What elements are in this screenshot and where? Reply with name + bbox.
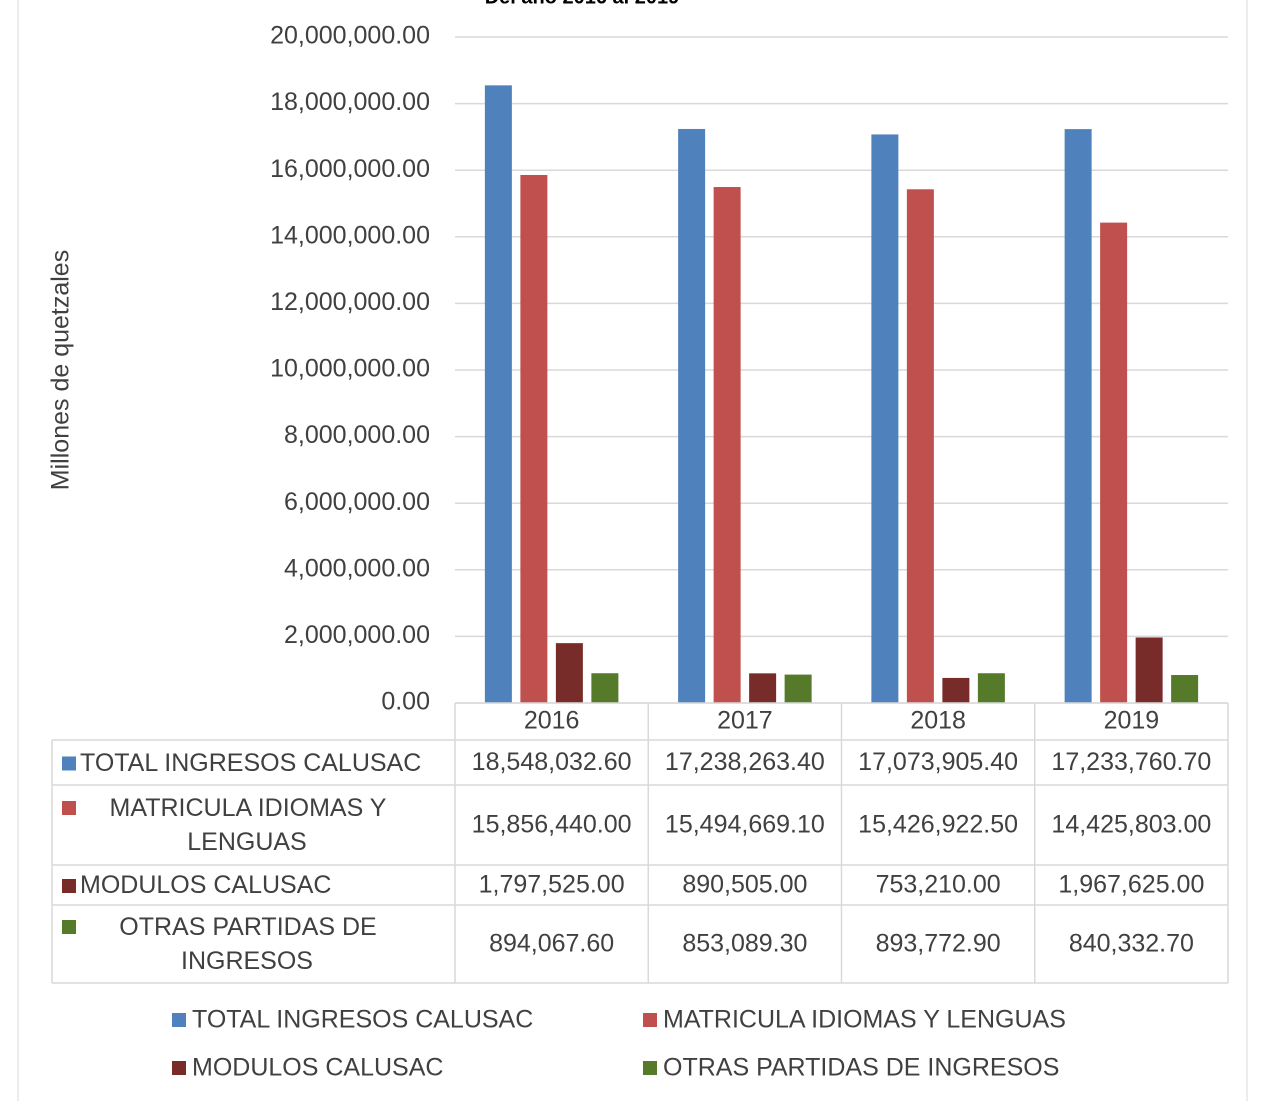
series-name: MODULOS CALUSAC: [80, 871, 332, 899]
table-value: 15,494,669.10: [665, 811, 825, 839]
table-legend-key: [62, 920, 76, 934]
legend-key: [643, 1013, 657, 1027]
bar: [871, 134, 899, 703]
table-value: 15,856,440.00: [472, 811, 632, 839]
y-tick-label: 4,000,000.00: [284, 554, 430, 582]
bar: [678, 128, 706, 704]
bar: [520, 174, 548, 704]
table-value: 1,967,625.00: [1058, 871, 1204, 899]
bar: [1171, 675, 1199, 703]
table-value: 1,797,525.00: [479, 871, 625, 899]
legend-label: OTRAS PARTIDAS DE INGRESOS: [663, 1054, 1059, 1082]
table-legend-key: [62, 756, 76, 771]
table-row-header: TOTAL INGRESOS CALUSAC: [80, 748, 422, 777]
table-value: 17,073,905.40: [858, 748, 1018, 776]
table-value: 14,425,803.00: [1051, 811, 1211, 839]
legend-label: MODULOS CALUSAC: [192, 1054, 443, 1082]
y-tick-label: 20,000,000.00: [270, 22, 430, 50]
table-value: 753,210.00: [876, 871, 1001, 899]
legend-key: [643, 1061, 657, 1075]
x-tick-label: 2017: [717, 707, 773, 735]
bar: [749, 673, 777, 703]
y-tick-label: 18,000,000.00: [270, 88, 430, 116]
bar: [942, 677, 970, 703]
legend-key: [172, 1061, 186, 1075]
y-tick-label: 14,000,000.00: [270, 221, 430, 249]
legend-label: TOTAL INGRESOS CALUSAC: [192, 1006, 533, 1034]
table-value: 894,067.60: [489, 930, 614, 958]
bar: [1064, 129, 1092, 703]
bar: [977, 673, 1005, 703]
x-tick-label: 2016: [524, 707, 580, 735]
table-value: 853,089.30: [682, 930, 807, 958]
bar: [784, 674, 812, 703]
bar: [1135, 637, 1163, 703]
table-value: 17,233,760.70: [1051, 748, 1211, 776]
y-tick-label: 12,000,000.00: [270, 288, 430, 316]
chart-subtitle: Del año 2016 al 2019: [485, 0, 680, 8]
bar: [555, 643, 583, 703]
legend-key: [172, 1013, 186, 1027]
y-tick-label: 8,000,000.00: [284, 421, 430, 449]
bar: [1100, 222, 1128, 703]
bar: [906, 189, 934, 704]
y-tick-label: 16,000,000.00: [270, 155, 430, 183]
table-row-header: MATRICULA IDIOMAS Y LENGUAS: [109, 794, 387, 856]
table-value: 890,505.00: [682, 871, 807, 899]
y-tick-label: 0.00: [381, 688, 430, 716]
series-name: TOTAL INGRESOS CALUSAC: [80, 748, 422, 777]
table-value: 840,332.70: [1069, 930, 1194, 958]
bar: [591, 673, 619, 703]
chart-border: [17, 0, 1248, 1101]
table-row-header: MODULOS CALUSAC: [80, 871, 332, 899]
table-legend-key: [62, 801, 76, 815]
table-row-header: OTRAS PARTIDAS DE INGRESOS: [119, 913, 377, 975]
y-tick-label: 10,000,000.00: [270, 355, 430, 383]
series-name: MATRICULA IDIOMAS Y LENGUAS: [109, 794, 387, 856]
table-value: 893,772.90: [876, 930, 1001, 958]
table-value: 15,426,922.50: [858, 811, 1018, 839]
x-tick-label: 2019: [1104, 707, 1160, 735]
bar: [713, 187, 741, 703]
x-tick-label: 2018: [910, 707, 966, 735]
table-value: 17,238,263.40: [665, 748, 825, 776]
table-legend-key: [62, 879, 76, 893]
series-name: OTRAS PARTIDAS DE INGRESOS: [119, 913, 377, 975]
table-value: 18,548,032.60: [472, 748, 632, 776]
bar: [484, 85, 512, 703]
legend-label: MATRICULA IDIOMAS Y LENGUAS: [663, 1006, 1066, 1034]
y-axis-label: Millones de quetzales: [47, 250, 75, 490]
y-tick-label: 2,000,000.00: [284, 621, 430, 649]
y-tick-label: 6,000,000.00: [284, 488, 430, 516]
